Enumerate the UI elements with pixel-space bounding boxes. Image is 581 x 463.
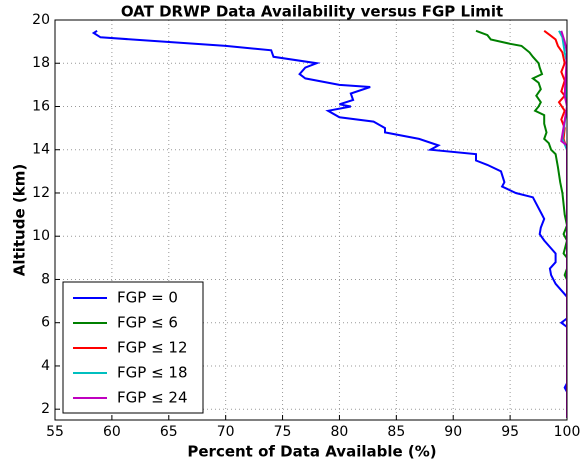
legend-label: FGP ≤ 24	[117, 389, 188, 407]
series-line	[560, 30, 567, 418]
x-tick-label: 65	[160, 424, 178, 440]
x-tick-label: 100	[554, 424, 581, 440]
legend-label: FGP ≤ 6	[117, 314, 178, 332]
x-tick-label: 80	[331, 424, 349, 440]
series-line	[91, 29, 567, 418]
plot-frame	[54, 19, 568, 421]
y-tick-label: 12	[32, 185, 50, 201]
x-tick-label: 60	[103, 424, 121, 440]
y-tick-label: 14	[32, 142, 50, 158]
y-tick-label: 20	[32, 12, 50, 28]
y-tick-label: 6	[41, 315, 50, 331]
y-axis-label: Altitude (km)	[11, 164, 29, 276]
x-tick-label: 75	[274, 424, 292, 440]
y-tick-label: 8	[41, 271, 50, 287]
series-line	[475, 29, 567, 418]
x-axis-label: Percent of Data Available (%)	[187, 443, 436, 461]
y-tick-label: 2	[41, 401, 50, 417]
legend-label: FGP ≤ 18	[117, 364, 188, 382]
x-tick-label: 85	[387, 424, 405, 440]
series-line	[543, 30, 567, 418]
legend-label: FGP = 0	[117, 289, 178, 307]
y-tick-label: 18	[32, 55, 50, 71]
y-tick-label: 16	[32, 98, 50, 114]
legend-label: FGP ≤ 12	[117, 339, 188, 357]
x-tick-label: 90	[444, 424, 462, 440]
x-tick-label: 55	[46, 424, 64, 440]
y-tick-label: 4	[41, 358, 50, 374]
x-tick-label: 95	[501, 424, 519, 440]
y-tick-label: 10	[32, 228, 50, 244]
x-tick-label: 70	[217, 424, 235, 440]
chart-title: OAT DRWP Data Availability versus FGP Li…	[121, 3, 503, 21]
series-line	[558, 30, 567, 418]
